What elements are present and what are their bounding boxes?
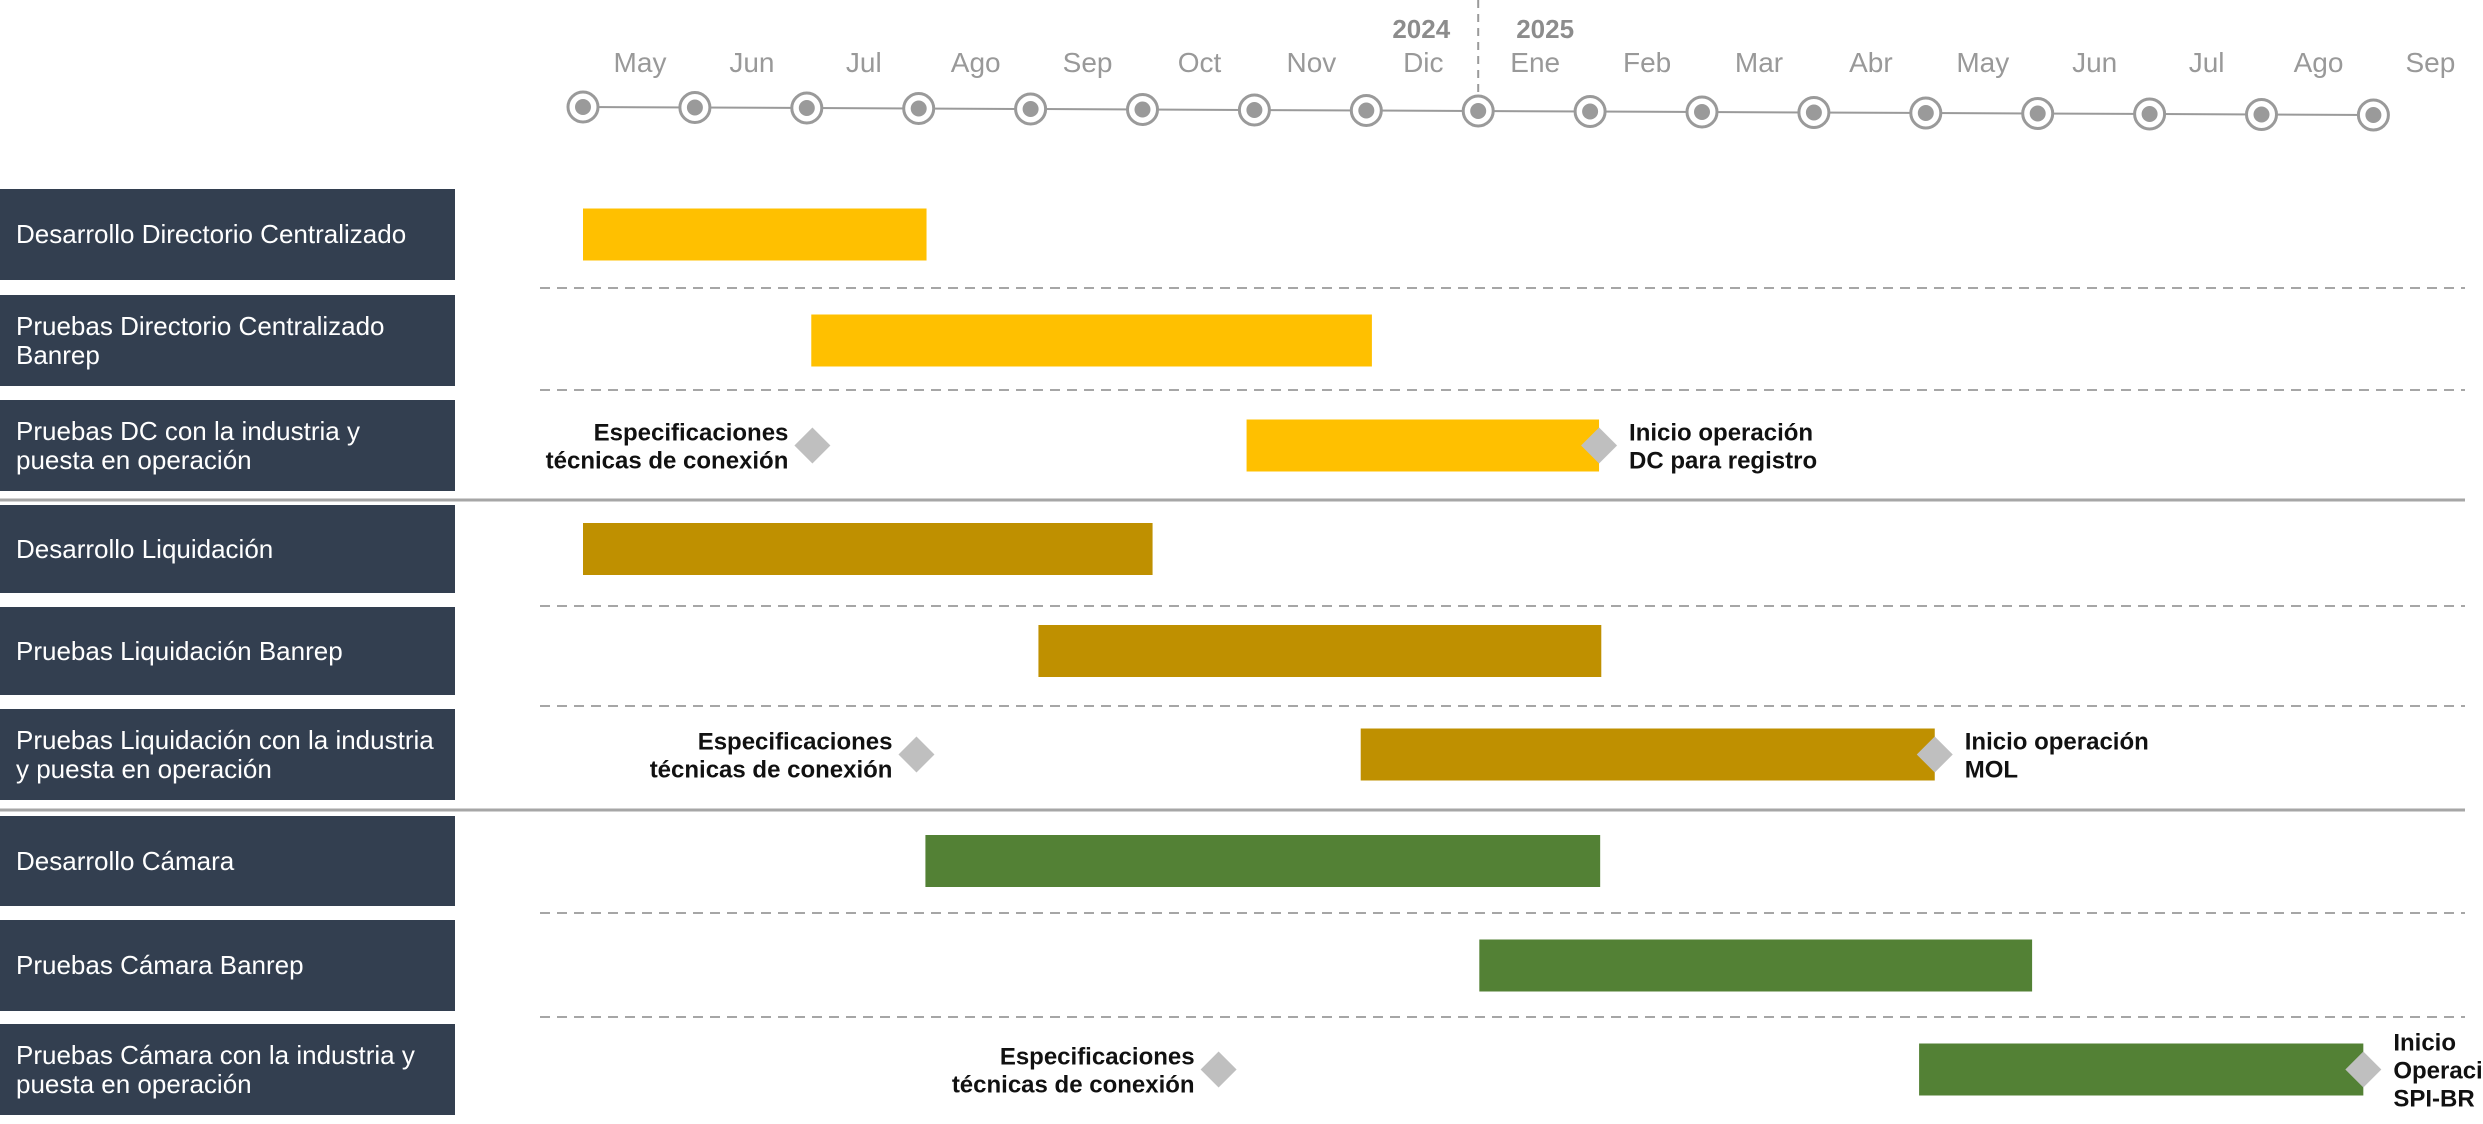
month-label: Ene bbox=[1510, 47, 1560, 78]
row-label-text: Pruebas Liquidación con la industria y p… bbox=[16, 724, 434, 784]
milestone-label: técnicas de conexión bbox=[952, 1072, 1195, 1099]
month-marker-dot bbox=[575, 99, 591, 115]
month-marker-dot bbox=[1134, 101, 1151, 118]
month-marker-dot bbox=[1917, 105, 1934, 121]
month-marker-dot bbox=[2365, 107, 2382, 123]
row-label-desarrollo-directorio: Desarrollo Directorio Centralizado bbox=[0, 189, 455, 280]
month-label: Sep bbox=[1063, 47, 1113, 78]
month-label: Abr bbox=[1849, 47, 1893, 78]
month-label: Ago bbox=[2294, 47, 2344, 78]
row-label-text: Desarrollo Liquidación bbox=[16, 533, 274, 564]
activity-bar bbox=[583, 208, 927, 261]
month-label: Ago bbox=[951, 47, 1001, 78]
milestone-label: Inicio operación bbox=[1965, 729, 2149, 756]
month-marker-dot bbox=[1470, 103, 1487, 119]
milestone-label: Operación bbox=[2393, 1058, 2483, 1085]
month-label: Jun bbox=[729, 47, 774, 78]
activity-bar bbox=[1038, 625, 1602, 677]
month-marker-dot bbox=[2253, 106, 2270, 123]
month-marker-dot bbox=[1694, 104, 1710, 120]
activity-bar bbox=[1246, 419, 1600, 472]
year-label: 2024 bbox=[1392, 14, 1450, 44]
month-label: Mar bbox=[1735, 47, 1783, 78]
row-label-pruebas-dc-industria: Pruebas DC con la industria y puesta en … bbox=[0, 400, 455, 491]
row-label-pruebas-camara-banrep: Pruebas Cámara Banrep bbox=[0, 920, 455, 1011]
milestone-label: SPI-BR bbox=[2393, 1086, 2474, 1113]
milestone-label: Especificaciones bbox=[698, 729, 893, 756]
month-marker-dot bbox=[686, 99, 703, 116]
row-label-text: Pruebas Cámara con la industria y puesta… bbox=[16, 1039, 415, 1099]
row-label-text: Desarrollo Directorio Centralizado bbox=[16, 219, 407, 249]
month-label: Sep bbox=[2405, 47, 2455, 78]
row-label-text: Desarrollo Cámara bbox=[16, 845, 235, 876]
year-label: 2025 bbox=[1516, 14, 1574, 44]
row-label-text: Pruebas Directorio Centralizado Banrep bbox=[16, 310, 385, 370]
row-label-text: Pruebas Liquidación Banrep bbox=[16, 635, 343, 666]
milestone-label: técnicas de conexión bbox=[546, 448, 789, 475]
row-label-pruebas-liquidacion-industria: Pruebas Liquidación con la industria y p… bbox=[0, 709, 455, 800]
month-label: Jul bbox=[2189, 47, 2225, 78]
activity-bar bbox=[1919, 1043, 2364, 1096]
month-marker-dot bbox=[798, 100, 815, 116]
month-marker-dot bbox=[910, 100, 927, 117]
milestone-label: MOL bbox=[1965, 757, 2018, 784]
activity-bar bbox=[1360, 728, 1935, 781]
milestone-label: Especificaciones bbox=[594, 420, 789, 447]
month-label: Nov bbox=[1287, 47, 1337, 78]
month-label: Oct bbox=[1178, 47, 1222, 78]
activity-bar bbox=[583, 523, 1153, 575]
row-label-desarrollo-camara: Desarrollo Cámara bbox=[0, 816, 455, 906]
month-marker-dot bbox=[1582, 103, 1599, 120]
month-marker-dot bbox=[2141, 106, 2158, 122]
activity-bar bbox=[811, 314, 1372, 367]
row-label-desarrollo-liquidacion: Desarrollo Liquidación bbox=[0, 505, 455, 593]
row-label-pruebas-directorio-banrep: Pruebas Directorio Centralizado Banrep bbox=[0, 295, 455, 386]
row-label-text: Pruebas Cámara Banrep bbox=[16, 950, 304, 980]
activity-bar bbox=[925, 835, 1601, 887]
month-label: May bbox=[1956, 47, 2009, 78]
month-label: Dic bbox=[1403, 47, 1443, 78]
month-marker-dot bbox=[1358, 102, 1375, 119]
month-label: Feb bbox=[1623, 47, 1671, 78]
activity-bar bbox=[1479, 939, 2033, 992]
row-label-text: Pruebas DC con la industria y puesta en … bbox=[16, 415, 360, 475]
row-label-pruebas-camara-industria: Pruebas Cámara con la industria y puesta… bbox=[0, 1024, 455, 1115]
month-marker-dot bbox=[2029, 105, 2046, 122]
milestone-label: Inicio bbox=[2393, 1030, 2456, 1057]
milestone-diamond bbox=[898, 736, 935, 773]
milestone-label: Inicio operación bbox=[1629, 420, 1813, 447]
milestone-diamond bbox=[1200, 1051, 1237, 1088]
month-label: Jul bbox=[846, 47, 882, 78]
month-marker-dot bbox=[1805, 104, 1822, 121]
milestone-diamond bbox=[1916, 736, 1953, 773]
month-marker-dot bbox=[1022, 101, 1039, 117]
milestone-label: técnicas de conexión bbox=[650, 757, 893, 784]
milestone-diamond bbox=[794, 427, 831, 464]
milestone-label: DC para registro bbox=[1629, 448, 1817, 475]
milestone-diamond bbox=[1581, 427, 1618, 464]
month-label: May bbox=[614, 47, 667, 78]
milestone-diamond bbox=[2345, 1051, 2382, 1088]
milestone-label: Especificaciones bbox=[1000, 1044, 1195, 1071]
row-label-pruebas-liquidacion-banrep: Pruebas Liquidación Banrep bbox=[0, 607, 455, 695]
month-marker-dot bbox=[1246, 102, 1263, 118]
month-label: Jun bbox=[2072, 47, 2117, 78]
